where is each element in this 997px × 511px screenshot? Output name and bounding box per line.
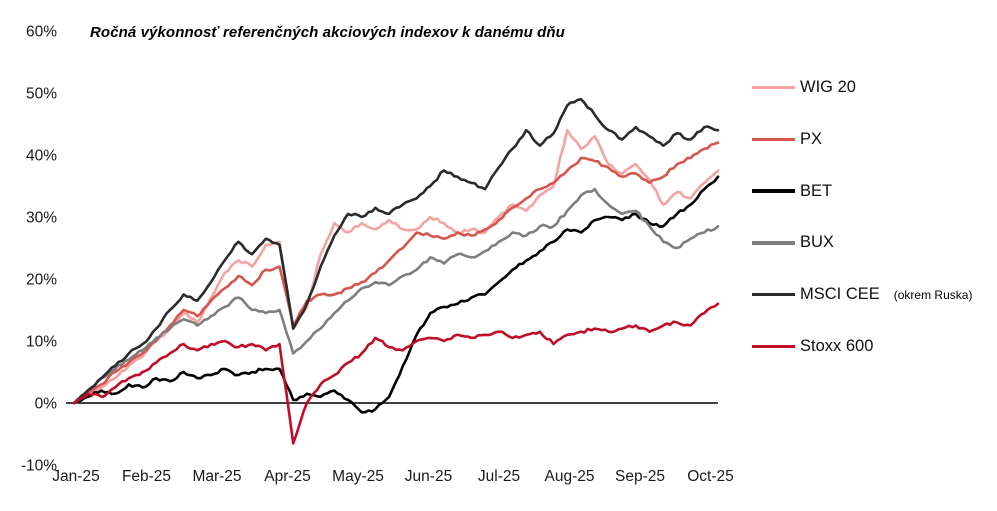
legend-item-msci-cee: MSCI CEE (okrem Ruska) — [752, 285, 972, 304]
series-line-bux — [72, 187, 720, 405]
legend-swatch — [752, 85, 795, 90]
legend-label: MSCI CEE — [800, 285, 880, 304]
y-axis-label: 10% — [26, 334, 57, 351]
series-line-bet — [72, 175, 720, 414]
legend-item-px: PX — [752, 130, 822, 149]
legend-item-bet: BET — [752, 182, 832, 201]
legend-item-stoxx-600: Stoxx 600 — [752, 337, 873, 356]
legend-label: BET — [800, 181, 833, 200]
x-axis-label: Jul-25 — [478, 468, 520, 485]
x-axis-label: Oct-25 — [687, 468, 734, 485]
x-axis-label: Apr-25 — [264, 468, 311, 485]
legend-item-bux: BUX — [752, 233, 834, 252]
legend-item-wig-20: WIG 20 — [752, 78, 856, 97]
x-axis-label: Feb-25 — [122, 468, 171, 485]
x-axis-label: May-25 — [332, 468, 384, 485]
x-axis-label: Aug-25 — [545, 468, 595, 485]
x-axis-label: Sep-25 — [615, 468, 665, 485]
y-axis-label: 20% — [26, 272, 57, 289]
series-line-px — [72, 141, 720, 405]
y-axis-label: 30% — [26, 210, 57, 227]
series-line-stoxx-600 — [72, 302, 720, 445]
y-axis-label: 50% — [26, 86, 57, 103]
legend-swatch — [752, 292, 795, 297]
chart-title: Ročná výkonnosť referenčných akciových i… — [90, 24, 565, 41]
x-axis-label: Jan-25 — [52, 468, 99, 485]
y-axis-label: -10% — [21, 458, 57, 475]
y-axis-label: 40% — [26, 148, 57, 165]
x-axis-label: Jun-25 — [405, 468, 452, 485]
legend-note: (okrem Ruska) — [893, 287, 973, 302]
y-axis-label: 60% — [26, 24, 57, 41]
legend: WIG 20 PX BET BUX MSCI CEE (okrem Ruska) Stoxx… — [752, 0, 997, 511]
series-line-wig-20 — [72, 128, 720, 405]
legend-label: BUX — [800, 233, 834, 252]
legend-swatch — [752, 137, 795, 142]
series-line-msci-cee — [72, 97, 720, 405]
legend-swatch — [752, 189, 795, 193]
legend-label: Stoxx 600 — [800, 337, 874, 355]
legend-label: PX — [800, 129, 823, 148]
y-axis-label: 0% — [35, 396, 58, 413]
x-axis-label: Mar-25 — [192, 468, 241, 485]
legend-swatch — [752, 241, 795, 245]
legend-swatch — [752, 344, 795, 349]
legend-label: WIG 20 — [800, 78, 856, 96]
